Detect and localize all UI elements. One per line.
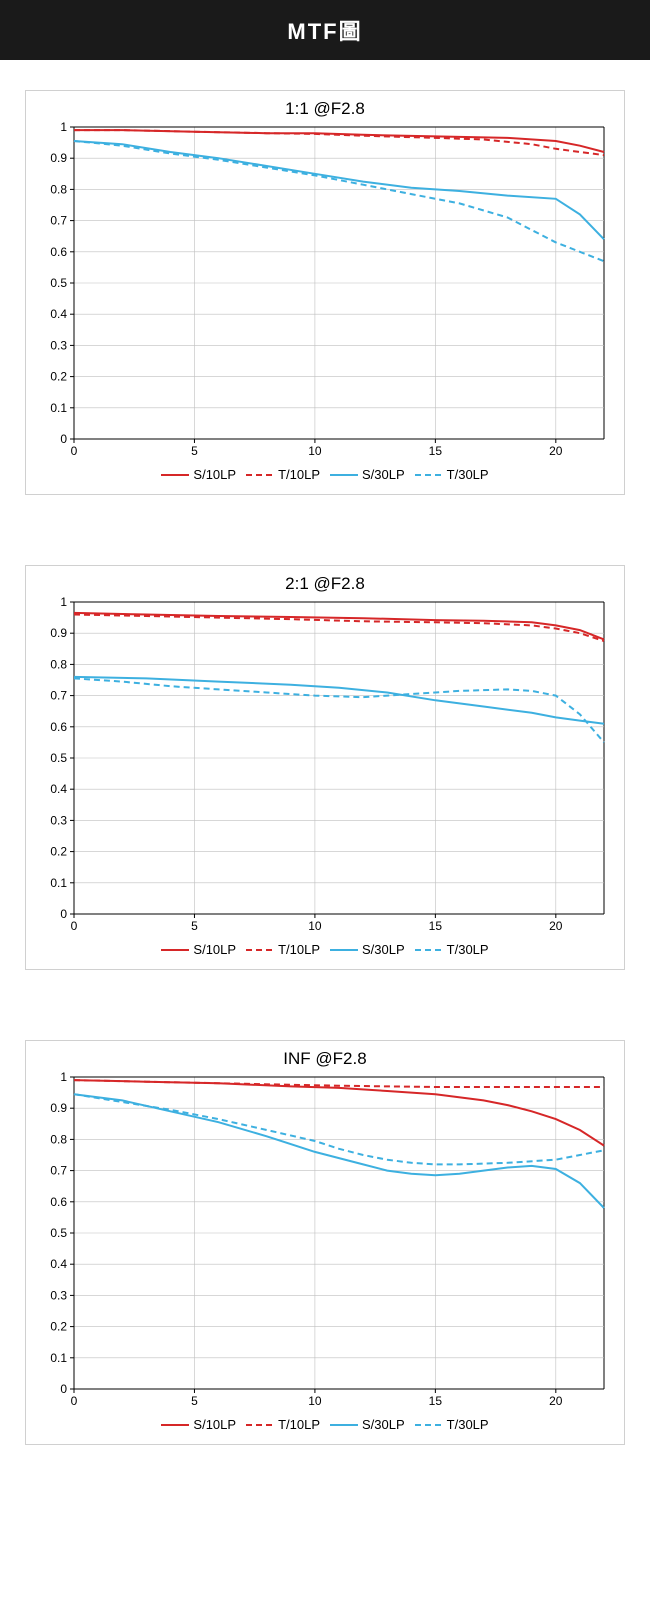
page-header: MTF圖 bbox=[0, 0, 650, 60]
chart-plot: 0 5 10 15 20 0 0.1 0.2 0.3 0.4 0.5 0.6 0.7 0.8 0.9 1 bbox=[34, 596, 614, 936]
x-tick-label: 15 bbox=[429, 444, 443, 458]
series-t30 bbox=[74, 141, 604, 261]
x-tick-label: 5 bbox=[191, 919, 198, 933]
chart-title: 2:1 @F2.8 bbox=[34, 574, 616, 594]
legend-label: T/10LP bbox=[278, 1417, 320, 1432]
y-tick-label: 0.4 bbox=[50, 307, 67, 321]
legend-label: T/30LP bbox=[447, 1417, 489, 1432]
chart-2-1: 2:1 @F2.80510152000.10.20.30.40.50.60.70… bbox=[25, 565, 625, 970]
y-tick-label: 0.2 bbox=[50, 370, 67, 384]
legend-label: T/10LP bbox=[278, 467, 320, 482]
legend-item-t10: T/10LP bbox=[246, 942, 320, 957]
series-t30 bbox=[74, 1094, 604, 1164]
x-tick-label: 15 bbox=[429, 919, 443, 933]
legend-label: T/30LP bbox=[447, 942, 489, 957]
y-tick-label: 0 bbox=[60, 432, 67, 446]
chart-legend: S/10LP T/10LP S/30LP T/30LP bbox=[34, 942, 616, 957]
legend-item-s10: S/10LP bbox=[161, 942, 236, 957]
y-tick-label: 0.8 bbox=[50, 1132, 67, 1146]
y-tick-label: 0.6 bbox=[50, 245, 67, 259]
x-tick-label: 0 bbox=[71, 1394, 78, 1408]
y-tick-label: 0.6 bbox=[50, 720, 67, 734]
y-tick-label: 0.8 bbox=[50, 657, 67, 671]
y-tick-label: 1 bbox=[60, 596, 67, 609]
legend-item-t30: T/30LP bbox=[415, 1417, 489, 1432]
legend-item-s30: S/30LP bbox=[330, 467, 405, 482]
legend-label: T/30LP bbox=[447, 467, 489, 482]
chart-legend: S/10LP T/10LP S/30LP T/30LP bbox=[34, 467, 616, 482]
legend-item-t30: T/30LP bbox=[415, 942, 489, 957]
series-s30 bbox=[74, 677, 604, 724]
y-tick-label: 1 bbox=[60, 121, 67, 134]
legend-label: S/10LP bbox=[193, 1417, 236, 1432]
chart-plot: 0 5 10 15 20 0 0.1 0.2 0.3 0.4 0.5 0.6 0.7 0.8 0.9 1 bbox=[34, 1071, 614, 1411]
y-tick-label: 0.3 bbox=[50, 1288, 67, 1302]
legend-label: S/30LP bbox=[362, 467, 405, 482]
x-tick-label: 20 bbox=[549, 444, 563, 458]
y-tick-label: 0.7 bbox=[50, 689, 67, 703]
legend-item-s10: S/10LP bbox=[161, 467, 236, 482]
y-tick-label: 0.5 bbox=[50, 276, 67, 290]
x-tick-label: 15 bbox=[429, 1394, 443, 1408]
legend-label: S/30LP bbox=[362, 942, 405, 957]
chart-plot: 0 5 10 15 20 0 0.1 0.2 0.3 0.4 0.5 0.6 0.7 0.8 0.9 1 bbox=[34, 121, 614, 461]
y-tick-label: 0.5 bbox=[50, 1226, 67, 1240]
legend-item-t30: T/30LP bbox=[415, 467, 489, 482]
legend-label: S/10LP bbox=[193, 942, 236, 957]
y-tick-label: 0.5 bbox=[50, 751, 67, 765]
series-s10 bbox=[74, 613, 604, 640]
legend-item-t10: T/10LP bbox=[246, 467, 320, 482]
y-tick-label: 0.9 bbox=[50, 151, 67, 165]
chart-1-1: 1:1 @F2.80510152000.10.20.30.40.50.60.70… bbox=[25, 90, 625, 495]
x-tick-label: 10 bbox=[308, 919, 322, 933]
y-tick-label: 0.6 bbox=[50, 1195, 67, 1209]
legend-item-t10: T/10LP bbox=[246, 1417, 320, 1432]
x-tick-label: 10 bbox=[308, 1394, 322, 1408]
y-tick-label: 0.1 bbox=[50, 401, 67, 415]
y-tick-label: 0.1 bbox=[50, 1351, 67, 1365]
chart-title: INF @F2.8 bbox=[34, 1049, 616, 1069]
x-tick-label: 20 bbox=[549, 919, 563, 933]
chart-legend: S/10LP T/10LP S/30LP T/30LP bbox=[34, 1417, 616, 1432]
x-tick-label: 20 bbox=[549, 1394, 563, 1408]
x-tick-label: 10 bbox=[308, 444, 322, 458]
legend-item-s30: S/30LP bbox=[330, 942, 405, 957]
y-tick-label: 0.4 bbox=[50, 782, 67, 796]
y-tick-label: 0 bbox=[60, 1382, 67, 1396]
series-s10 bbox=[74, 1080, 604, 1146]
x-tick-label: 5 bbox=[191, 1394, 198, 1408]
legend-label: T/10LP bbox=[278, 942, 320, 957]
charts-container: 1:1 @F2.80510152000.10.20.30.40.50.60.70… bbox=[0, 60, 650, 1485]
y-tick-label: 1 bbox=[60, 1071, 67, 1084]
y-tick-label: 0.3 bbox=[50, 338, 67, 352]
y-tick-label: 0.1 bbox=[50, 876, 67, 890]
y-tick-label: 0.9 bbox=[50, 1101, 67, 1115]
y-tick-label: 0.9 bbox=[50, 626, 67, 640]
series-s30 bbox=[74, 141, 604, 239]
y-tick-label: 0.3 bbox=[50, 813, 67, 827]
x-tick-label: 5 bbox=[191, 444, 198, 458]
legend-label: S/30LP bbox=[362, 1417, 405, 1432]
page-title: MTF圖 bbox=[287, 19, 362, 44]
y-tick-label: 0 bbox=[60, 907, 67, 921]
y-tick-label: 0.4 bbox=[50, 1257, 67, 1271]
y-tick-label: 0.7 bbox=[50, 1164, 67, 1178]
y-tick-label: 0.2 bbox=[50, 845, 67, 859]
legend-item-s30: S/30LP bbox=[330, 1417, 405, 1432]
chart-title: 1:1 @F2.8 bbox=[34, 99, 616, 119]
y-tick-label: 0.8 bbox=[50, 182, 67, 196]
x-tick-label: 0 bbox=[71, 444, 78, 458]
chart-inf: INF @F2.80510152000.10.20.30.40.50.60.70… bbox=[25, 1040, 625, 1445]
x-tick-label: 0 bbox=[71, 919, 78, 933]
y-tick-label: 0.7 bbox=[50, 214, 67, 228]
legend-item-s10: S/10LP bbox=[161, 1417, 236, 1432]
series-s30 bbox=[74, 1094, 604, 1208]
legend-label: S/10LP bbox=[193, 467, 236, 482]
y-tick-label: 0.2 bbox=[50, 1320, 67, 1334]
